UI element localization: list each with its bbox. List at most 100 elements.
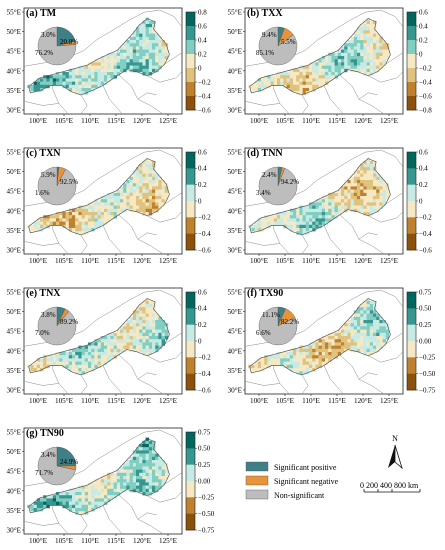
trend-cell — [318, 348, 322, 353]
trend-cell — [376, 173, 380, 177]
trend-cell — [385, 52, 390, 57]
trend-cell — [321, 196, 326, 200]
trend-cell — [142, 456, 146, 461]
trend-cell — [318, 78, 322, 82]
colorbar-segment — [186, 201, 195, 218]
lat-axis: 55°E50°E45°E40°E35°E30°E — [228, 9, 245, 115]
trend-cell — [136, 316, 140, 321]
trend-cell — [373, 339, 377, 343]
trend-cell — [139, 65, 143, 69]
trend-cell — [142, 463, 146, 467]
trend-cell — [123, 463, 127, 467]
trend-cell — [81, 485, 85, 489]
trend-cell — [152, 336, 156, 340]
trend-cell — [139, 488, 143, 493]
trend-cell — [363, 180, 367, 184]
trend-cell — [350, 332, 354, 337]
trend-cell — [369, 176, 374, 181]
trend-cell — [91, 221, 95, 225]
trend-cell — [334, 342, 338, 346]
trend-cell — [161, 339, 165, 343]
trend-cell — [158, 336, 162, 340]
lat-axis: 55°E50°E45°E40°E35°E30°E — [228, 149, 245, 255]
lon-tick-label: 100°E — [29, 397, 48, 405]
trend-cell — [158, 342, 162, 346]
trend-cell — [369, 307, 374, 311]
boundary-line — [301, 374, 309, 394]
trend-cell — [350, 49, 354, 53]
trend-cell — [152, 183, 156, 187]
trend-cell — [373, 310, 377, 314]
trend-cell — [139, 56, 143, 60]
trend-cell — [344, 339, 348, 343]
trend-cell — [353, 49, 358, 53]
trend-cell — [373, 348, 377, 353]
trend-cell — [309, 368, 313, 372]
trend-cell — [261, 78, 265, 82]
trend-cell — [331, 339, 335, 343]
trend-cell — [369, 170, 374, 174]
trend-cell — [148, 202, 153, 206]
trend-cell — [337, 208, 342, 213]
trend-cell — [145, 304, 149, 308]
lat-tick-label: 35°E — [228, 87, 243, 95]
trend-cell — [325, 199, 329, 203]
pie-label: 76.2% — [35, 49, 53, 57]
trend-cell — [116, 342, 121, 346]
trend-cell — [94, 495, 98, 499]
trend-cell — [148, 30, 153, 34]
trend-cell — [283, 358, 287, 362]
trend-cell — [376, 313, 380, 317]
trend-cell — [94, 501, 98, 505]
trend-cell — [33, 228, 37, 232]
trend-cell — [142, 444, 146, 448]
trend-cell — [136, 180, 140, 184]
trend-cell — [148, 453, 153, 457]
trend-cell — [94, 212, 98, 216]
trend-cell — [251, 368, 255, 372]
trend-cell — [331, 199, 335, 203]
trend-cell — [116, 56, 121, 60]
trend-cell — [107, 355, 111, 359]
trend-cell — [366, 176, 370, 181]
trend-cell — [68, 212, 73, 216]
trend-cell — [302, 358, 306, 362]
trend-cell — [91, 202, 95, 206]
trend-cell — [49, 215, 53, 219]
colorbar-segment — [186, 464, 195, 482]
trend-cell — [376, 208, 380, 213]
trend-cell — [145, 437, 149, 441]
trend-cell — [148, 444, 153, 448]
trend-cell — [145, 329, 149, 333]
trend-cell — [46, 498, 50, 502]
trend-cell — [347, 326, 351, 330]
lat-tick-label: 50°E — [7, 308, 22, 316]
trend-cell — [353, 345, 358, 349]
trend-cell — [289, 352, 294, 356]
trend-cell — [145, 313, 149, 317]
trend-cell — [142, 20, 146, 25]
trend-cell — [331, 208, 335, 213]
trend-cell — [81, 352, 85, 356]
legend-swatch — [245, 475, 269, 486]
trend-cell — [136, 479, 140, 483]
trend-cell — [328, 202, 332, 206]
trend-cell — [360, 180, 364, 184]
trend-cell — [264, 364, 268, 369]
trend-cell — [110, 479, 114, 483]
trend-cell — [357, 205, 361, 209]
trend-cell — [62, 358, 66, 362]
trend-cell — [120, 485, 124, 489]
trend-cell — [116, 472, 121, 477]
trend-cell — [161, 43, 165, 47]
lat-tick-label: 30°E — [228, 387, 243, 395]
trend-cell — [373, 329, 377, 333]
trend-cell — [81, 511, 85, 515]
trend-cell — [145, 24, 149, 28]
trend-cell — [142, 336, 146, 340]
trend-cell — [350, 323, 354, 327]
lat-axis: 55°E50°E45°E40°E35°E30°E — [7, 149, 24, 255]
boundary-line — [245, 101, 280, 106]
trend-cell — [110, 345, 114, 349]
trend-cell — [321, 81, 326, 85]
